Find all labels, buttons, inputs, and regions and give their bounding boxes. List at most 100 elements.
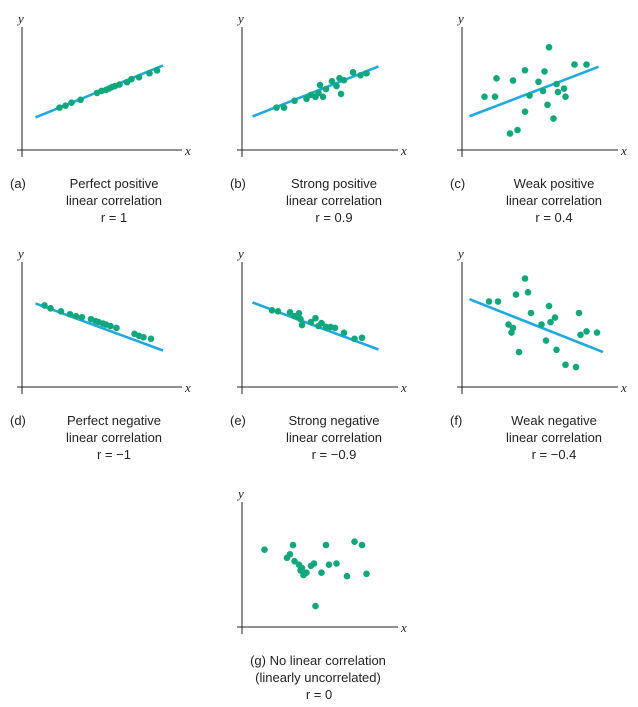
data-point xyxy=(521,108,529,115)
y-axis-label: y xyxy=(456,11,464,26)
data-point xyxy=(113,324,120,332)
data-point xyxy=(303,95,310,103)
data-point xyxy=(316,81,324,89)
data-point xyxy=(541,68,548,75)
data-point xyxy=(493,75,500,82)
x-axis-label: x xyxy=(184,143,191,158)
x-axis-label: x xyxy=(620,143,627,158)
caption-line: linear correlation xyxy=(506,430,602,445)
data-point xyxy=(494,298,502,305)
caption-line: linear correlation xyxy=(506,193,602,208)
caption-line: (g) No linear correlation xyxy=(250,653,386,668)
panel-e: x y (e) Strong negative linear correlation r … xyxy=(230,246,407,462)
data-point xyxy=(68,99,75,107)
data-point xyxy=(57,308,65,315)
data-point xyxy=(72,312,80,320)
data-point xyxy=(298,564,306,572)
data-point xyxy=(318,319,325,327)
data-point xyxy=(107,322,114,330)
x-axis-label: x xyxy=(620,380,627,395)
data-point xyxy=(135,73,143,81)
data-point xyxy=(560,85,568,92)
y-axis-label: y xyxy=(236,486,244,501)
data-point xyxy=(328,77,336,85)
data-point xyxy=(318,569,325,576)
correlation-coefficient-label: r = 0.9 xyxy=(315,210,352,225)
data-point xyxy=(310,560,318,567)
data-point xyxy=(349,69,357,76)
caption-line: linear correlation xyxy=(286,430,382,445)
data-point xyxy=(575,309,583,317)
data-point xyxy=(153,67,161,74)
data-point xyxy=(562,361,569,369)
correlation-coefficient-label: r = 1 xyxy=(101,210,127,225)
data-point xyxy=(526,92,533,99)
correlation-coefficient-label: r = −0.9 xyxy=(312,447,357,462)
panel-d: x y (d) Perfect negative linear correlation r… xyxy=(10,246,191,462)
x-axis-label: x xyxy=(400,143,407,158)
data-point xyxy=(331,324,339,332)
data-point xyxy=(542,337,550,344)
panel-letter: (c) xyxy=(450,176,465,191)
caption-line: Weak negative xyxy=(511,413,597,428)
data-point xyxy=(509,324,517,332)
data-point xyxy=(545,302,553,310)
data-point xyxy=(333,82,340,90)
caption-line: Perfect negative xyxy=(67,413,161,428)
data-point xyxy=(286,308,294,316)
caption-line: Perfect positive xyxy=(70,176,159,191)
data-point xyxy=(554,88,562,96)
data-point xyxy=(315,89,322,97)
data-point xyxy=(363,570,370,578)
data-point xyxy=(358,541,366,549)
data-point xyxy=(116,81,123,88)
data-point xyxy=(515,348,523,356)
panel-letter: (b) xyxy=(230,176,246,191)
x-axis-label: x xyxy=(400,380,407,395)
data-point xyxy=(553,346,560,354)
data-point xyxy=(322,85,330,93)
data-point xyxy=(481,93,488,100)
data-point xyxy=(583,61,590,68)
data-point xyxy=(47,305,54,312)
data-point xyxy=(572,363,580,371)
caption-line: Weak positive xyxy=(514,176,595,191)
data-point xyxy=(535,78,542,86)
y-axis-label: y xyxy=(236,11,244,26)
panel-c: x y (c) Weak positive linear correlation r = … xyxy=(450,11,627,225)
data-point xyxy=(521,66,529,74)
data-point xyxy=(491,93,499,100)
data-point xyxy=(485,298,493,305)
data-point xyxy=(307,318,315,326)
y-axis-label: y xyxy=(236,246,244,261)
data-point xyxy=(538,321,545,328)
regression-line xyxy=(469,65,599,118)
caption-line: linear correlation xyxy=(66,193,162,208)
data-point xyxy=(544,101,551,109)
data-point xyxy=(41,302,48,309)
caption-line: linear correlation xyxy=(66,430,162,445)
correlation-coefficient-label: r = −0.4 xyxy=(532,447,577,462)
data-point xyxy=(509,77,517,84)
data-point xyxy=(514,126,521,134)
data-point xyxy=(524,289,532,296)
data-point xyxy=(539,87,547,95)
data-point xyxy=(593,329,601,336)
data-point xyxy=(268,307,276,314)
data-point xyxy=(527,309,535,317)
regression-line xyxy=(469,297,604,354)
data-point xyxy=(280,104,288,111)
data-point xyxy=(343,572,351,580)
data-point xyxy=(289,541,297,549)
data-point xyxy=(297,315,304,323)
data-point xyxy=(357,71,364,79)
regression-line xyxy=(35,302,164,352)
caption-line: Strong positive xyxy=(291,176,377,191)
data-point xyxy=(66,310,74,318)
data-point xyxy=(62,102,69,109)
data-point xyxy=(303,569,310,576)
data-point xyxy=(547,318,554,326)
data-point xyxy=(340,329,348,337)
data-point xyxy=(325,561,333,568)
data-point xyxy=(545,43,553,51)
